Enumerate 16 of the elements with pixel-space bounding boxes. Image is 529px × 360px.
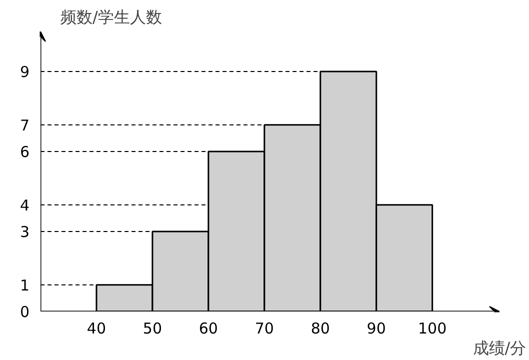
x-tick-label: 70 [254, 320, 274, 338]
y-tick-label: 1 [20, 276, 30, 294]
y-tick-label: 6 [20, 143, 30, 161]
x-axis-title: 成绩/分 [472, 338, 526, 358]
x-tick-label: 80 [310, 320, 330, 338]
y-tick-label: 7 [20, 116, 30, 134]
y-tick-label: 4 [20, 196, 30, 214]
x-tick-label: 50 [142, 320, 162, 338]
y-axis-title: 频数/学生人数 [60, 8, 162, 26]
y-tick-label: 0 [20, 303, 30, 321]
x-tick-label: 60 [198, 320, 218, 338]
y-tick-label: 3 [20, 223, 30, 241]
x-tick-label: 90 [366, 320, 386, 338]
x-tick-label: 100 [418, 320, 447, 338]
x-tick-label: 40 [86, 320, 106, 338]
y-tick-label: 9 [20, 63, 30, 81]
